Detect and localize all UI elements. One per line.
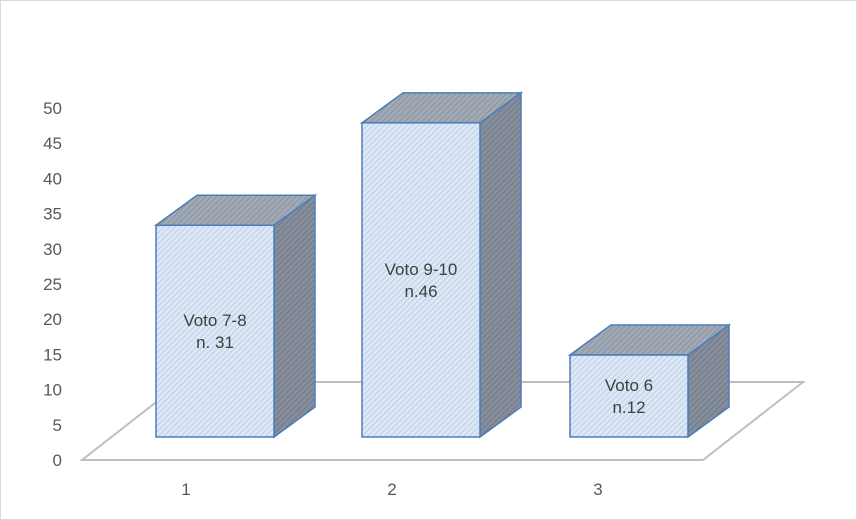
x-axis-ticks: 1 2 3 (181, 480, 602, 499)
data-label: n.12 (612, 398, 645, 417)
data-label: n.46 (404, 282, 437, 301)
data-label: n. 31 (196, 333, 234, 352)
y-axis-ticks: 0 5 10 15 20 25 30 35 40 45 50 (43, 99, 62, 470)
bar: Voto 7-8 n. 31 (153, 193, 318, 439)
y-tick-label: 10 (43, 381, 62, 400)
x-tick-label: 1 (181, 480, 190, 499)
bar-front (569, 354, 689, 438)
x-tick-label: 2 (387, 480, 396, 499)
y-tick-label: 45 (43, 134, 62, 153)
bars: Voto 7-8 n. 31 Voto 9-10 n.46 Voto 6 n.12 (153, 91, 732, 439)
bar-front (361, 122, 481, 438)
x-tick-label: 3 (593, 480, 602, 499)
y-tick-label: 50 (43, 99, 62, 118)
data-label: Voto 7-8 (183, 311, 246, 330)
bar-side (273, 193, 316, 439)
y-tick-label: 35 (43, 205, 62, 224)
y-tick-label: 25 (43, 275, 62, 294)
y-tick-label: 30 (43, 240, 62, 259)
bar-side (479, 91, 522, 439)
data-label: Voto 6 (605, 376, 653, 395)
bar: Voto 9-10 n.46 (359, 91, 524, 439)
y-tick-label: 40 (43, 169, 62, 188)
y-tick-label: 20 (43, 310, 62, 329)
data-label: Voto 9-10 (385, 260, 458, 279)
bar: Voto 6 n.12 (567, 323, 732, 439)
y-tick-label: 5 (53, 416, 62, 435)
bar-front (155, 224, 275, 438)
y-tick-label: 15 (43, 345, 62, 364)
y-tick-label: 0 (53, 451, 62, 470)
